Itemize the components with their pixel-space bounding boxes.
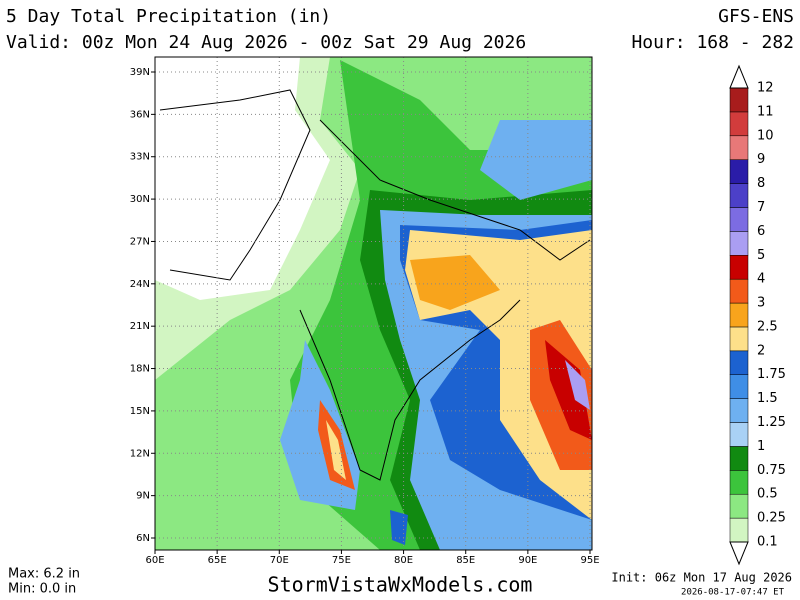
lon-label: 75E [332, 555, 351, 566]
lat-label: 15N [130, 406, 150, 417]
timestamp: 2026-08-17-07:47 ET [681, 588, 785, 598]
legend-swatch [729, 302, 749, 328]
legend-swatch [729, 255, 749, 280]
lat-label: 12N [130, 448, 150, 459]
legend-label: 0.25 [757, 511, 786, 526]
legend-label: 5 [757, 248, 765, 263]
legend-swatch [729, 231, 749, 256]
legend-swatch [729, 350, 749, 375]
legend-swatch [729, 278, 749, 304]
legend-swatch [729, 422, 749, 447]
legend-label: 2.5 [757, 319, 778, 334]
legend-swatch [729, 207, 749, 232]
legend-swatch [729, 326, 749, 352]
lat-label: 27N [130, 236, 150, 247]
legend-label: 1.25 [757, 415, 786, 430]
lat-label: 36N [130, 109, 150, 120]
legend-label: 3 [757, 296, 765, 311]
valid-range: Valid: 00z Mon 24 Aug 2026 - 00z Sat 29 … [6, 32, 526, 53]
lat-label: 21N [130, 321, 150, 332]
legend-swatch [729, 374, 749, 399]
lon-label: 95E [580, 555, 599, 566]
lon-label: 90E [518, 555, 537, 566]
legend-label: 12 [757, 81, 774, 96]
legend-arrow [729, 64, 749, 89]
min-value: Min: 0.0 in [8, 582, 76, 597]
legend-arrow [729, 541, 749, 566]
lat-label: 33N [130, 152, 150, 163]
lat-label: 18N [130, 364, 150, 375]
lon-label: 60E [145, 555, 164, 566]
legend-swatch [729, 398, 749, 423]
legend-swatch [729, 111, 749, 137]
max-value: Max: 6.2 in [8, 567, 80, 582]
init-time: Init: 06z Mon 17 Aug 2026 [611, 571, 792, 585]
legend-label: 9 [757, 152, 765, 167]
legend-label: 10 [757, 128, 774, 143]
legend-swatch [729, 159, 749, 184]
hour-range: Hour: 168 - 282 [631, 32, 794, 53]
legend-label: 0.75 [757, 463, 786, 478]
site-name: StormVistaWxModels.com [268, 573, 533, 597]
legend-label: 11 [757, 104, 774, 119]
color-legend: 0.1 0.25 0.5 0.75 1 1.25 1.5 1.75 2 2.5 3 4 5 6 7 8 9 10 1… [729, 64, 786, 566]
title: 5 Day Total Precipitation (in) [6, 6, 331, 27]
legend-label: 1 [757, 439, 765, 454]
lat-label: 39N [130, 67, 150, 78]
lon-label: 85E [456, 555, 475, 566]
legend-label: 6 [757, 224, 765, 239]
legend-swatch [729, 446, 749, 471]
lon-label: 80E [394, 555, 413, 566]
model: GFS-ENS [718, 6, 794, 27]
legend-label: 0.1 [757, 535, 778, 550]
lat-label: 30N [130, 194, 150, 205]
legend-swatch [729, 493, 749, 519]
legend-label: 1.5 [757, 391, 778, 406]
legend-label: 7 [757, 200, 765, 215]
map: 39N 36N 33N 30N 27N 24N 21N 18N 15N 12N 9N 6N 60E 65E… [130, 56, 600, 566]
lat-label: 6N [136, 533, 150, 544]
legend-label: 1.75 [757, 367, 786, 382]
legend-label: 8 [757, 176, 765, 191]
lon-label: 65E [208, 555, 227, 566]
lat-label: 9N [136, 491, 150, 502]
legend-swatch [729, 517, 749, 543]
legend-swatch [729, 183, 749, 208]
legend-swatch [729, 470, 749, 495]
lat-label: 24N [130, 279, 150, 290]
legend-label: 4 [757, 272, 765, 287]
lon-label: 70E [270, 555, 289, 566]
legend-swatch [729, 135, 749, 160]
legend-label: 0.5 [757, 487, 778, 502]
legend-label: 2 [757, 343, 765, 358]
legend-swatch [729, 87, 749, 113]
